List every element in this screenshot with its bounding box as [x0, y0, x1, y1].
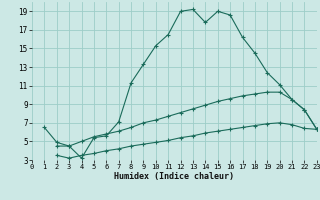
X-axis label: Humidex (Indice chaleur): Humidex (Indice chaleur): [115, 172, 234, 181]
